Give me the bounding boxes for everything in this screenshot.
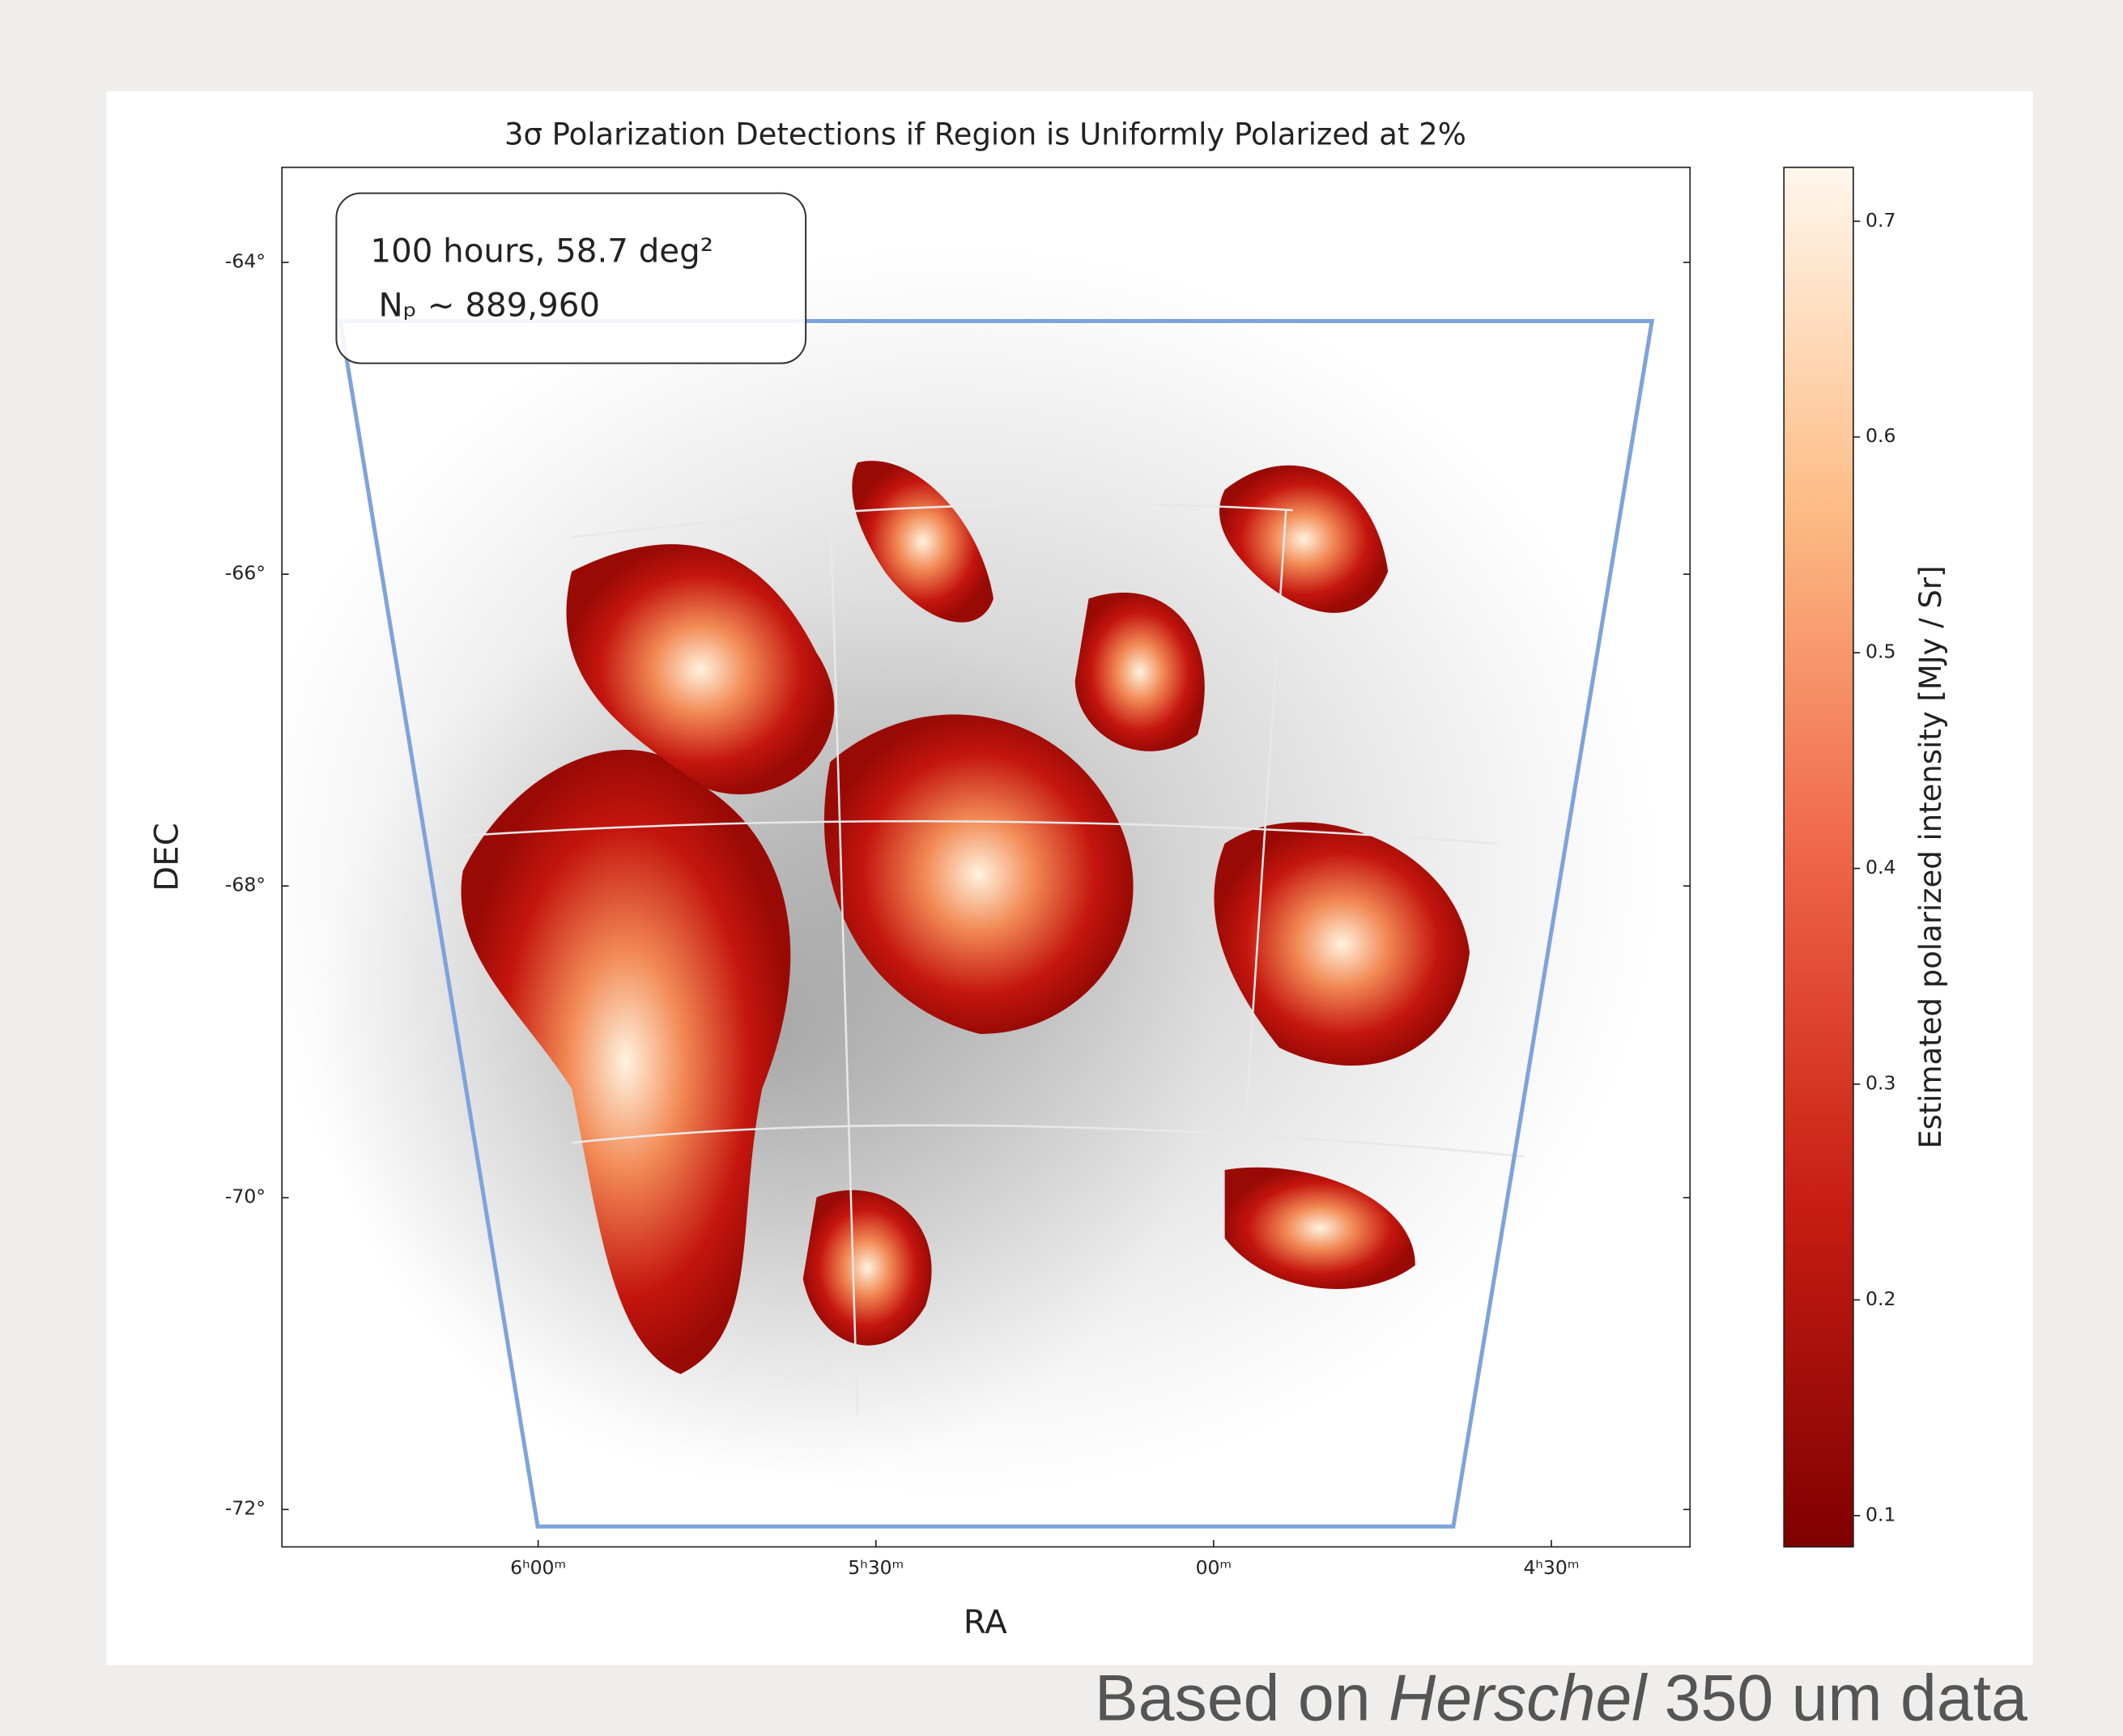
colorbar-label: Estimated polarized intensity [MJy / Sr] — [1913, 565, 1948, 1148]
colorbar-tick-label: 0.3 — [1866, 1071, 1895, 1094]
slide: 100 hours, 58.7 deg² Nₚ ~ 889,960 3σ Pol… — [0, 0, 2123, 1736]
colorbar-tick-label: 0.4 — [1866, 856, 1895, 879]
x-tick-label: 00ᵐ — [1196, 1556, 1232, 1579]
caption-text: Based on — [1095, 1662, 1389, 1735]
colorbar-tick-label: 0.7 — [1866, 209, 1895, 232]
x-tick-label: 4ʰ30ᵐ — [1523, 1556, 1579, 1579]
annotation: 100 hours, 58.7 deg² — [370, 232, 713, 270]
y-tick-label: -68° — [225, 874, 266, 896]
chart-title: 3σ Polarization Detections if Region is … — [504, 117, 1466, 152]
map — [245, 245, 1660, 1496]
caption-text: 350 um data — [1646, 1662, 2027, 1735]
y-tick-label: -70° — [225, 1185, 266, 1208]
caption: Based on Herschel 350 um data — [1095, 1662, 2027, 1735]
x-tick-label: 5ʰ30ᵐ — [848, 1556, 904, 1579]
colorbar-tick-label: 0.1 — [1866, 1503, 1895, 1525]
page: 100 hours, 58.7 deg² Nₚ ~ 889,960 3σ Pol… — [0, 0, 2123, 1736]
x-tick-label: 6ʰ00ᵐ — [510, 1556, 566, 1579]
x-axis-label: RA — [964, 1603, 1007, 1641]
y-tick-label: -66° — [225, 562, 266, 585]
annotation: Nₚ ~ 889,960 — [379, 287, 601, 325]
colorbar-tick-label: 0.2 — [1866, 1287, 1895, 1310]
y-tick-label: -72° — [225, 1497, 266, 1520]
caption-text: Herschel — [1389, 1662, 1648, 1735]
colorbar — [1784, 168, 1853, 1547]
colorbar-tick-label: 0.5 — [1866, 640, 1895, 663]
annotation-box — [336, 194, 806, 364]
y-axis-label: DEC — [148, 823, 186, 891]
colorbar-tick-label: 0.6 — [1866, 424, 1895, 447]
y-tick-label: -64° — [225, 250, 266, 273]
